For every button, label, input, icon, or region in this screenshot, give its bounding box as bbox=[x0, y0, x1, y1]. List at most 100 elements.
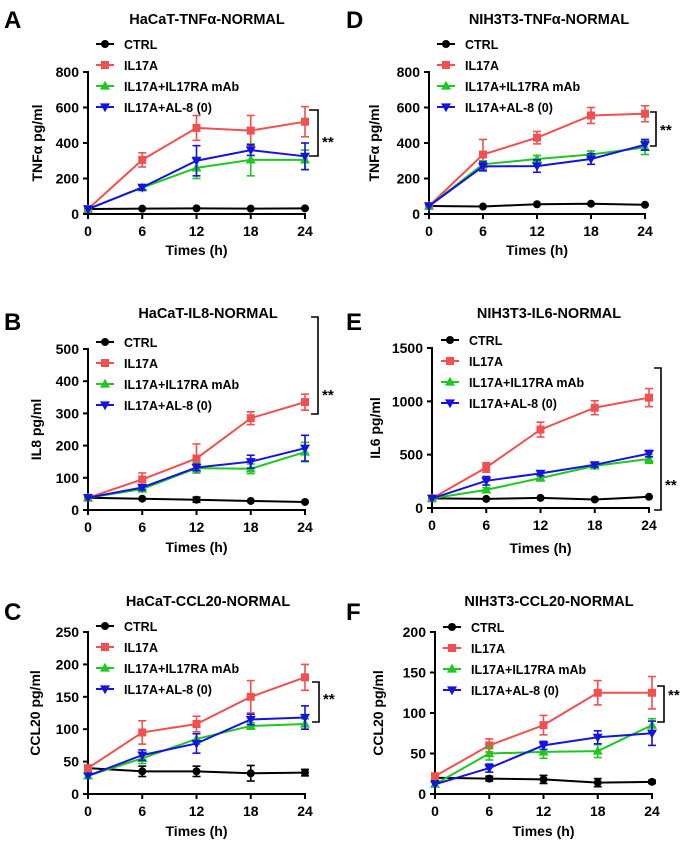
data-point bbox=[138, 475, 147, 484]
legend-label: IL17A+AL-8 (0) bbox=[124, 683, 212, 697]
chart-panel-f: F NIH3T3-CCL20-NORMAL 0 50 100 150 200 0 6 12 18 24… bbox=[346, 594, 680, 839]
series-il17a-il17ra-mab bbox=[424, 139, 650, 210]
series-ctrl bbox=[431, 773, 656, 788]
x-tick-label: 6 bbox=[482, 517, 490, 533]
x-axis-label: Times (h) bbox=[166, 539, 228, 555]
chart-title: HaCaT-CCL20-NORMAL bbox=[126, 594, 290, 610]
legend-marker bbox=[100, 378, 110, 388]
legend-marker bbox=[448, 644, 456, 652]
data-point bbox=[246, 126, 255, 135]
x-tick-label: 24 bbox=[297, 519, 313, 535]
y-axis-label: TNFα pg/ml bbox=[29, 104, 45, 181]
data-point bbox=[84, 764, 92, 773]
legend-marker bbox=[101, 338, 109, 346]
y-axis-label: TNFα pg/ml bbox=[366, 104, 382, 181]
data-point bbox=[245, 146, 256, 156]
data-point bbox=[485, 774, 494, 783]
data-point bbox=[192, 123, 201, 132]
y-tick-label: 400 bbox=[56, 373, 80, 389]
panel-letter: C bbox=[4, 599, 21, 626]
x-tick-label: 24 bbox=[297, 803, 313, 819]
data-point bbox=[648, 688, 656, 697]
y-tick-label: 0 bbox=[415, 500, 423, 516]
significance-label: ** bbox=[668, 687, 680, 704]
significance-label: ** bbox=[665, 477, 677, 494]
data-point bbox=[648, 777, 656, 786]
data-point bbox=[83, 205, 93, 215]
x-axis-label: Times (h) bbox=[510, 540, 572, 556]
data-point bbox=[479, 150, 487, 159]
panel-letter: E bbox=[346, 309, 362, 336]
legend-label: IL17A bbox=[124, 641, 158, 655]
data-point bbox=[245, 154, 256, 164]
data-point bbox=[586, 155, 596, 165]
data-point bbox=[641, 109, 649, 118]
data-point bbox=[192, 454, 201, 463]
data-point bbox=[424, 202, 434, 212]
legend-marker bbox=[445, 399, 455, 409]
legend-marker bbox=[441, 80, 451, 90]
legend-marker bbox=[442, 61, 450, 69]
data-point bbox=[538, 741, 549, 751]
series-il17a bbox=[431, 675, 656, 781]
x-tick-label: 18 bbox=[243, 223, 259, 239]
y-tick-label: 200 bbox=[56, 438, 80, 454]
legend-label: CTRL bbox=[465, 38, 499, 52]
data-point bbox=[300, 713, 310, 723]
data-point bbox=[137, 183, 148, 193]
series-il17a-al-8-0- bbox=[427, 449, 654, 504]
chart-title: HaCaT-IL8-NORMAL bbox=[138, 306, 278, 322]
chart-panel-d: D NIH3T3-TNFα-NORMAL 0 200 400 600 800 0 6 12 18 24… bbox=[346, 7, 672, 258]
data-point bbox=[245, 458, 256, 467]
legend-label: IL17A+IL17RA mAb bbox=[471, 663, 587, 677]
data-point bbox=[593, 688, 602, 697]
chart-title: NIH3T3-TNFα-NORMAL bbox=[469, 12, 629, 28]
y-tick-label: 800 bbox=[397, 64, 421, 80]
series-il17a-al-8-0- bbox=[83, 434, 310, 503]
data-point bbox=[246, 769, 255, 778]
data-point bbox=[192, 767, 201, 776]
panel-letter: B bbox=[4, 309, 21, 336]
chart-panel-a: A HaCaT-TNFα-NORMAL 0 200 400 600 800 0 6 12 18 24 T… bbox=[4, 7, 334, 258]
chart-title: NIH3T3-IL6-NORMAL bbox=[477, 306, 621, 322]
legend-marker bbox=[100, 685, 110, 695]
data-point bbox=[589, 461, 600, 470]
y-tick-label: 200 bbox=[403, 624, 427, 640]
y-tick-label: 200 bbox=[397, 171, 421, 187]
series-ctrl bbox=[425, 199, 649, 211]
data-point bbox=[300, 444, 310, 454]
data-point bbox=[301, 768, 309, 777]
series-il17a bbox=[428, 387, 653, 503]
data-point bbox=[138, 204, 147, 213]
x-tick-label: 6 bbox=[479, 223, 487, 239]
data-point bbox=[592, 733, 603, 743]
series-il17a-al-8-0- bbox=[424, 138, 650, 212]
legend-label: IL17A bbox=[465, 59, 499, 73]
significance-bracket bbox=[654, 367, 662, 511]
x-tick-label: 24 bbox=[297, 223, 313, 239]
data-point bbox=[538, 746, 549, 756]
chart-panel-c: C HaCaT-CCL20-NORMAL 0 50 100 150 200 250 0 6 12 18… bbox=[4, 594, 335, 839]
x-tick-label: 12 bbox=[189, 803, 205, 819]
data-point bbox=[427, 494, 437, 504]
y-tick-label: 0 bbox=[71, 206, 79, 222]
y-tick-label: 1000 bbox=[392, 393, 423, 409]
x-tick-label: 12 bbox=[529, 223, 545, 239]
data-point bbox=[640, 141, 650, 150]
data-point bbox=[533, 133, 541, 142]
data-point bbox=[430, 780, 440, 790]
legend-label: IL17A+AL-8 (0) bbox=[471, 684, 559, 698]
y-tick-label: 400 bbox=[56, 135, 80, 151]
legend-label: CTRL bbox=[124, 620, 158, 634]
legend-marker bbox=[448, 623, 456, 631]
y-tick-label: 250 bbox=[56, 624, 80, 640]
x-tick-label: 0 bbox=[84, 519, 92, 535]
significance-label: ** bbox=[322, 134, 334, 151]
data-point bbox=[485, 741, 494, 750]
x-axis-label: Times (h) bbox=[513, 823, 575, 839]
x-tick-label: 0 bbox=[84, 223, 92, 239]
data-point bbox=[587, 199, 595, 208]
y-tick-label: 50 bbox=[63, 754, 79, 770]
significance-label: ** bbox=[322, 387, 334, 404]
